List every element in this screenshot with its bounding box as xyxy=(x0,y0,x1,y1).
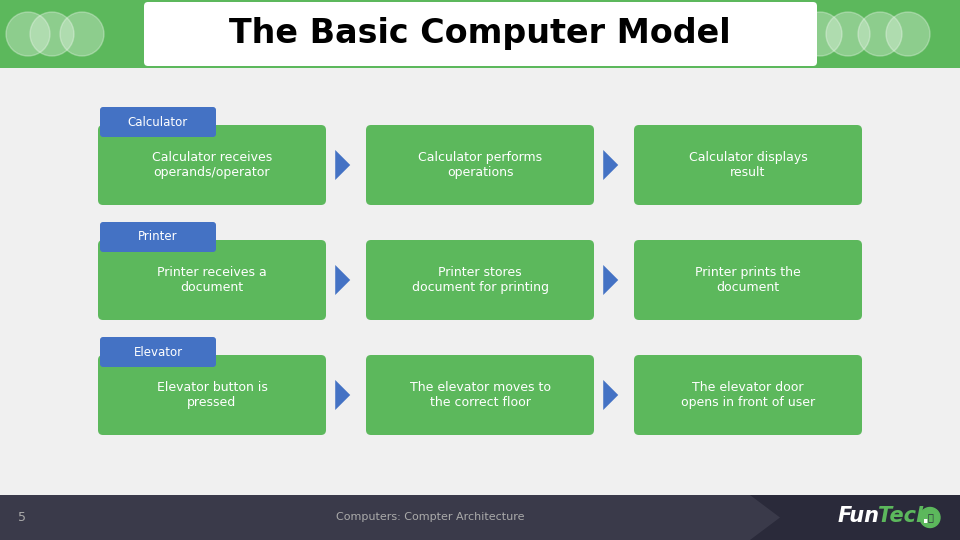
FancyBboxPatch shape xyxy=(366,355,594,435)
Text: The elevator moves to
the correct floor: The elevator moves to the correct floor xyxy=(410,381,550,409)
FancyBboxPatch shape xyxy=(144,2,817,66)
Text: Tech: Tech xyxy=(878,507,931,526)
Text: Elevator button is
pressed: Elevator button is pressed xyxy=(156,381,268,409)
FancyBboxPatch shape xyxy=(366,125,594,205)
Text: The elevator door
opens in front of user: The elevator door opens in front of user xyxy=(681,381,815,409)
FancyBboxPatch shape xyxy=(634,125,862,205)
Text: ⏻: ⏻ xyxy=(927,512,933,523)
Text: Fun: Fun xyxy=(838,507,880,526)
FancyBboxPatch shape xyxy=(634,355,862,435)
FancyBboxPatch shape xyxy=(100,337,216,367)
Circle shape xyxy=(60,12,104,56)
FancyBboxPatch shape xyxy=(98,240,326,320)
FancyBboxPatch shape xyxy=(100,222,216,252)
FancyBboxPatch shape xyxy=(98,355,326,435)
Circle shape xyxy=(920,508,940,528)
Text: Calculator displays
result: Calculator displays result xyxy=(688,151,807,179)
Text: 5: 5 xyxy=(18,511,26,524)
Bar xyxy=(0,495,960,540)
Circle shape xyxy=(858,12,902,56)
Polygon shape xyxy=(750,495,960,540)
Text: Printer prints the
document: Printer prints the document xyxy=(695,266,801,294)
Circle shape xyxy=(30,12,74,56)
Text: Elevator: Elevator xyxy=(133,346,182,359)
Text: Printer stores
document for printing: Printer stores document for printing xyxy=(412,266,548,294)
Text: Calculator: Calculator xyxy=(128,116,188,129)
Circle shape xyxy=(798,12,842,56)
Bar xyxy=(0,0,960,68)
FancyBboxPatch shape xyxy=(98,125,326,205)
FancyBboxPatch shape xyxy=(634,240,862,320)
FancyBboxPatch shape xyxy=(366,240,594,320)
Text: The Basic Computer Model: The Basic Computer Model xyxy=(229,17,731,51)
Text: Calculator performs
operations: Calculator performs operations xyxy=(418,151,542,179)
Text: Calculator receives
operands/operator: Calculator receives operands/operator xyxy=(152,151,272,179)
FancyBboxPatch shape xyxy=(100,107,216,137)
Circle shape xyxy=(886,12,930,56)
Text: Printer receives a
document: Printer receives a document xyxy=(157,266,267,294)
Circle shape xyxy=(6,12,50,56)
Text: Printer: Printer xyxy=(138,231,178,244)
Circle shape xyxy=(826,12,870,56)
Text: Computers: Compter Architecture: Computers: Compter Architecture xyxy=(336,512,524,523)
Text: .: . xyxy=(922,508,929,527)
